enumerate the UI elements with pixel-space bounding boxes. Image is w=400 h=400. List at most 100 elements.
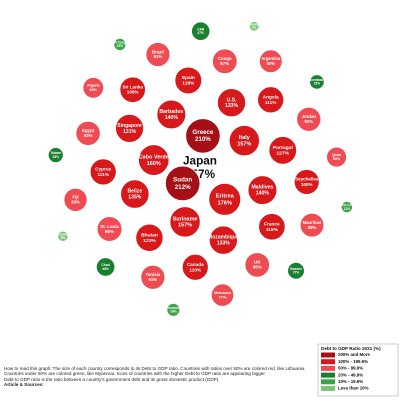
country-name: DR Congo <box>112 41 128 45</box>
legend-label: Less than 10% <box>338 386 369 391</box>
value-label: 7% <box>252 26 257 30</box>
country-shape <box>156 99 187 130</box>
legend-swatch <box>321 372 335 378</box>
value-label: 105% <box>127 90 139 95</box>
value-label: 111% <box>265 100 277 105</box>
value-label: 9% <box>61 236 66 240</box>
country-shape <box>210 283 235 307</box>
country-name: Sudan <box>173 177 192 184</box>
country-name: Egypt <box>82 128 95 133</box>
legend-swatch <box>321 379 335 385</box>
country-shape <box>145 42 171 67</box>
note: Debt to GDP ratio is the ratio between a… <box>4 376 220 382</box>
value-label: 25% <box>314 82 321 86</box>
country-name: Argentina <box>261 56 281 61</box>
country-shape <box>326 146 347 168</box>
value-label: 91% <box>149 277 158 282</box>
value-label: 100% <box>301 182 313 187</box>
country-name: Mozambique <box>208 235 239 241</box>
value-label: 77% <box>218 295 226 300</box>
value-label: 212% <box>175 184 191 191</box>
country-name: Jordan <box>302 114 317 119</box>
legend-label: 100% - 199.9% <box>338 359 368 364</box>
country-shape <box>212 48 238 75</box>
country-shape <box>208 183 242 216</box>
country-name: Greece <box>192 129 214 136</box>
country-shape <box>63 187 88 212</box>
country-shape <box>216 88 247 118</box>
country-shape <box>89 158 117 186</box>
value-label: 157% <box>237 141 251 147</box>
country-shape <box>244 252 270 278</box>
legend-label: 50% - 99.9% <box>338 366 363 371</box>
value-label: 135% <box>128 195 142 201</box>
country-name: Barbados <box>159 109 183 115</box>
country-shape <box>166 302 181 317</box>
legend-swatch <box>321 386 335 391</box>
country-name: Morocco <box>214 290 231 295</box>
value-label: 37% <box>293 270 300 274</box>
country-name: Brazil <box>152 49 164 54</box>
country-shape <box>247 175 278 205</box>
country-name: Tuvalu <box>58 232 68 236</box>
country-shape <box>57 230 69 242</box>
country-name: Japan <box>183 155 217 168</box>
note: Article & Sources: <box>4 382 44 388</box>
country-name: Mauritius <box>303 220 323 225</box>
country-shape <box>299 212 325 238</box>
country-shape <box>293 169 320 195</box>
country-name: Luxembourg <box>307 78 326 82</box>
country-name: CAR <box>197 27 205 31</box>
country-name: UK <box>254 260 261 265</box>
legend-title: Debt to GDP Ratio 2021 (%) <box>321 346 381 351</box>
legend-swatch <box>321 365 335 371</box>
value-label: 110% <box>189 267 202 272</box>
country-name: Angola <box>263 94 279 99</box>
value-label: 80% <box>267 61 276 66</box>
country-name: Congo <box>218 56 232 61</box>
country-shape <box>287 261 305 280</box>
value-label: 91% <box>154 54 163 59</box>
country-shape <box>96 216 123 242</box>
country-name: Chad <box>101 263 109 267</box>
country-shape <box>115 113 144 143</box>
country-shape <box>228 125 260 157</box>
value-label: 97% <box>220 61 229 66</box>
value-label: 160% <box>147 161 161 167</box>
country-shape <box>164 165 201 202</box>
legend-label: 10% - 19.9% <box>338 379 363 384</box>
country-name: Cabo Verde <box>139 154 169 160</box>
country-name: Qatar <box>332 153 342 157</box>
country-shape <box>258 213 286 241</box>
country-name: Seychelles <box>295 177 319 182</box>
value-label: 131% <box>123 129 136 135</box>
value-label: 58% <box>333 157 341 161</box>
country-shape <box>135 223 164 252</box>
country-shape <box>138 144 170 176</box>
country-name: Maldives <box>251 185 273 191</box>
value-label: 140% <box>256 191 270 197</box>
countries: Japan257%Sudan212%Greece210%Eritrea176%C… <box>47 21 356 317</box>
country-shape <box>169 206 201 238</box>
legend-swatch <box>321 359 335 365</box>
value-label: 98% <box>105 229 114 234</box>
country-shape <box>82 77 105 99</box>
value-label: 115% <box>266 227 279 233</box>
country-name: Belize <box>127 189 142 195</box>
value-label: 133% <box>225 103 238 109</box>
country-shape <box>340 201 353 214</box>
country-name: Canada <box>187 262 204 267</box>
value-label: 93% <box>84 133 93 138</box>
country-shape <box>140 264 166 290</box>
country-shape <box>120 179 150 209</box>
country-shape <box>47 147 64 163</box>
value-label: 176% <box>217 200 232 206</box>
country-name: Sri Lanka <box>122 84 143 89</box>
value-label: 210% <box>195 136 211 143</box>
value-label: 88% <box>308 225 317 230</box>
country-name: Timor-Leste <box>338 203 356 207</box>
country-shape <box>75 120 101 146</box>
value-label: 133% <box>217 241 230 247</box>
